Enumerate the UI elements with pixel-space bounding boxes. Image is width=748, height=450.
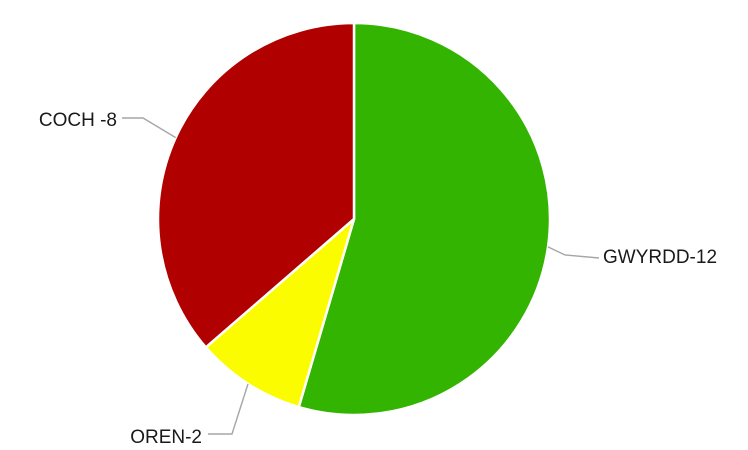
leader-line-oren <box>208 383 249 435</box>
leader-line-gwyrdd <box>547 246 600 259</box>
slice-label-oren: OREN-2 <box>130 427 202 448</box>
pie-labels: GWYRDD-12 OREN-2 COCH -8 <box>39 110 717 448</box>
pie-leader-lines <box>122 117 600 435</box>
slice-label-gwyrdd: GWYRDD-12 <box>603 247 717 268</box>
pie-slices <box>156 21 552 417</box>
pie-slice-coch <box>156 21 356 349</box>
leader-line-coch <box>122 117 177 139</box>
slice-label-coch: COCH -8 <box>39 110 117 131</box>
pie-slice-oren <box>204 217 356 409</box>
